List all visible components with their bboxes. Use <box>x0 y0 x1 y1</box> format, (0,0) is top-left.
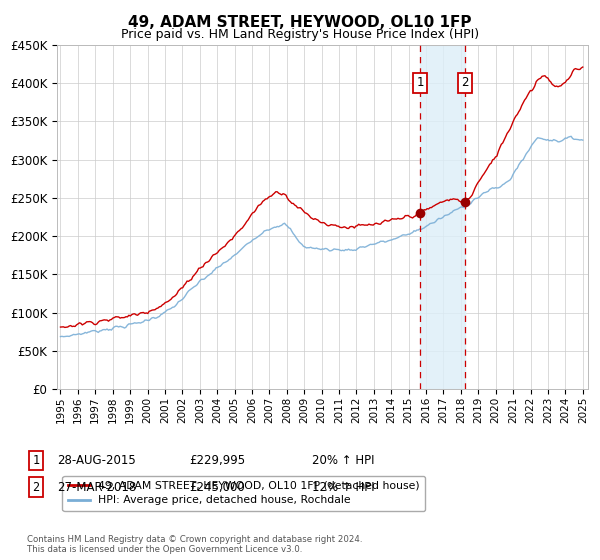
Text: 49, ADAM STREET, HEYWOOD, OL10 1FP: 49, ADAM STREET, HEYWOOD, OL10 1FP <box>128 15 472 30</box>
Legend: 49, ADAM STREET, HEYWOOD, OL10 1FP (detached house), HPI: Average price, detache: 49, ADAM STREET, HEYWOOD, OL10 1FP (deta… <box>62 475 425 511</box>
Text: Price paid vs. HM Land Registry's House Price Index (HPI): Price paid vs. HM Land Registry's House … <box>121 28 479 41</box>
Text: 2: 2 <box>461 76 469 89</box>
Text: £229,995: £229,995 <box>189 454 245 467</box>
Bar <box>420 45 465 389</box>
Text: 1: 1 <box>416 76 424 89</box>
Text: £245,000: £245,000 <box>189 480 245 494</box>
Text: 20% ↑ HPI: 20% ↑ HPI <box>312 454 374 467</box>
Text: 28-AUG-2015: 28-AUG-2015 <box>57 454 136 467</box>
Text: 1: 1 <box>32 454 40 467</box>
Text: 2: 2 <box>32 480 40 494</box>
Text: 27-MAR-2018: 27-MAR-2018 <box>57 480 136 494</box>
Text: Contains HM Land Registry data © Crown copyright and database right 2024.
This d: Contains HM Land Registry data © Crown c… <box>27 535 362 554</box>
Text: 12% ↑ HPI: 12% ↑ HPI <box>312 480 374 494</box>
